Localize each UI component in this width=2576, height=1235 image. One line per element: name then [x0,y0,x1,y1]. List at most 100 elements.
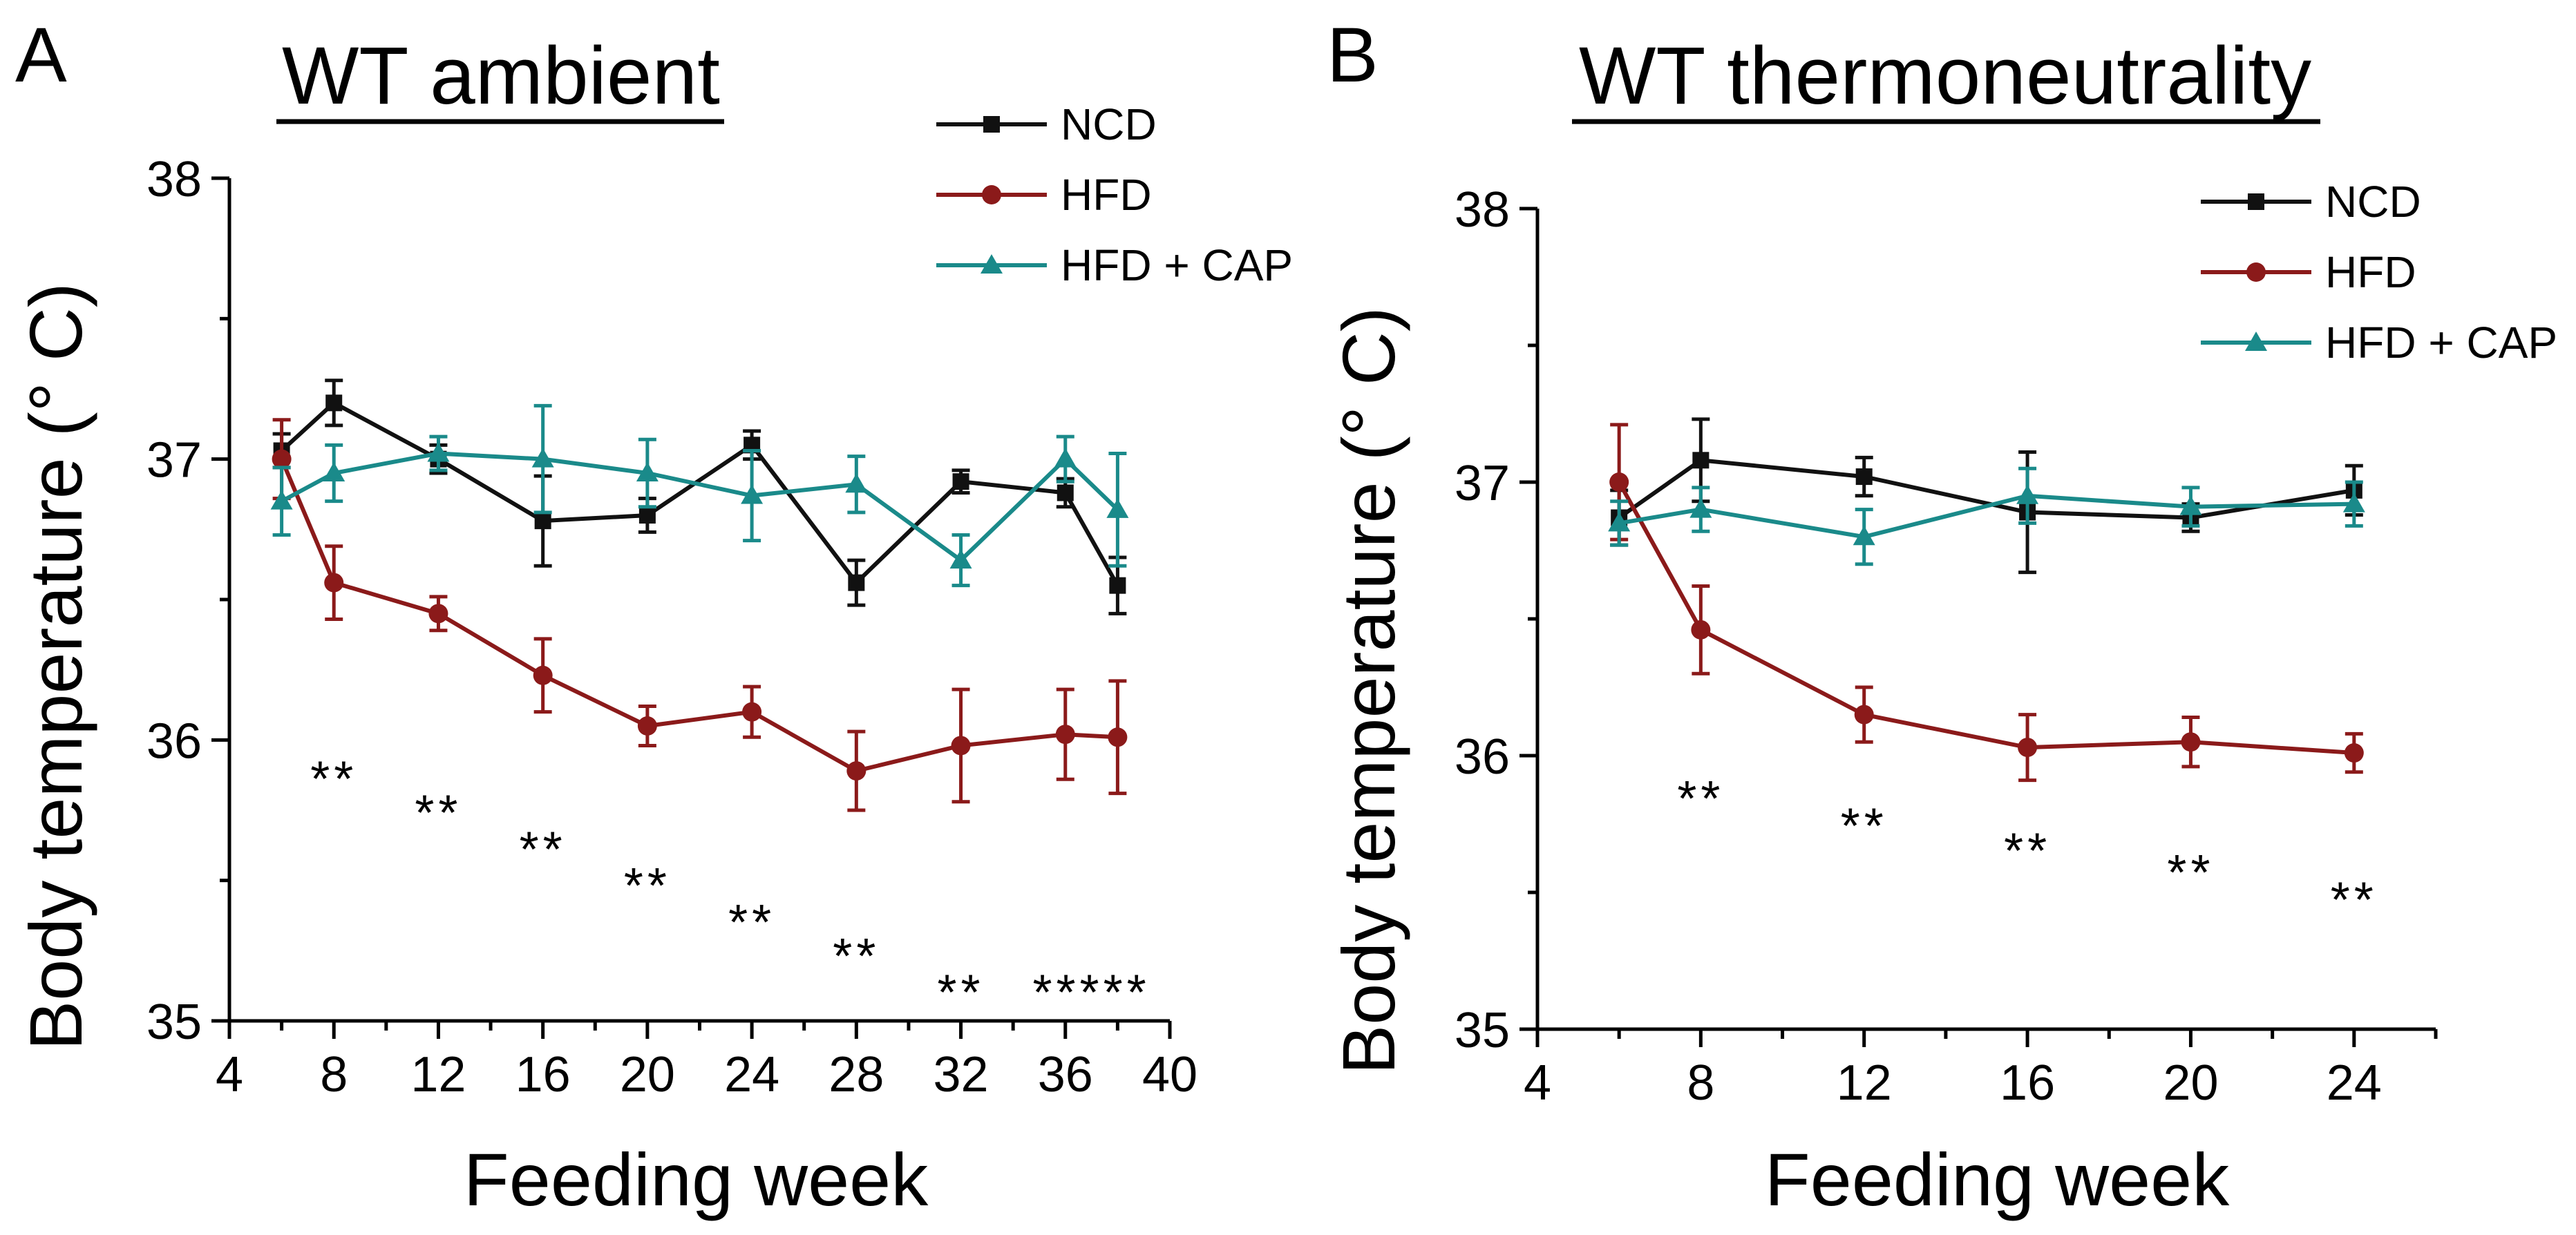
panel-a-x-tick-label: 16 [515,1047,571,1102]
panel-a-series-hfd-point [324,573,344,593]
panel-b: B WT thermoneutrality Body temperature (… [1327,12,2557,1221]
panel-b-x-axis-label: Feeding week [1765,1138,2230,1221]
panel-b-series-hfd-point [1691,620,1711,640]
panel-b-legend-marker-ncd [2248,193,2264,210]
panel-a-x-tick-label: 36 [1038,1047,1093,1102]
panel-a-x-tick-label: 40 [1142,1047,1197,1102]
panel-a-significance-marker: ***** [1033,966,1150,1021]
panel-a-series-hfd-cap-line [281,451,1119,563]
panel-b-y-tick-label: 36 [1455,729,1510,785]
panel-a-legend-marker-hfd-cap [981,254,1003,274]
panel-b-series-ncd-point [1692,452,1710,469]
panel-b-x-tick-label: 16 [2000,1055,2055,1111]
panel-a-significance-marker: ** [624,859,671,914]
panel-a-x-tick-label: 12 [410,1047,466,1102]
panel-a-y-tick-label: 38 [146,152,202,207]
panel-a-series-hfd-point [272,449,292,469]
panel-a-title: WT ambient [282,30,720,122]
panel-a-series-hfd-point [1108,727,1128,747]
panel-b-y-tick-label: 37 [1455,456,1510,511]
panel-a-significance-marker: ** [833,929,880,984]
panel-a-series-ncd-point [534,513,551,530]
panel-b-legend-label-hfd-cap: HFD + CAP [2325,318,2557,367]
panel-a-series-hfd-cap-point [270,490,293,510]
panel-b-significance-marker: ** [2331,873,2378,928]
panel-a-legend-marker-hfd [982,185,1001,204]
panel-a-significance-marker: ** [415,785,462,841]
panel-b-significance-marker: ** [2004,823,2051,879]
panel-b-series-hfd-cap-point [2016,484,2039,504]
panel-a-series-ncd-point [848,574,865,591]
panel-b-x-tick-label: 20 [2163,1055,2218,1111]
panel-a-series-hfd-point [428,604,448,624]
panel-b-legend-label-ncd: NCD [2325,177,2421,227]
panel-a-significance-marker: ** [938,966,985,1021]
panel-b-legend-marker-hfd-cap [2245,332,2267,351]
panel-b-series-hfd-cap-line [1618,493,2354,539]
panel-a-y-tick-label: 36 [146,714,202,769]
panel-a-series-ncd-point [325,394,343,412]
panel-a: A WT ambient Body temperature (° C) Feed… [14,12,1293,1221]
panel-a-series-hfd-point [742,702,762,722]
panel-a-x-tick-label: 32 [934,1047,989,1102]
panel-a-series-hfd-cap-point [1106,498,1129,518]
panel-b-letter: B [1327,12,1379,98]
panel-a-x-tick-label: 28 [828,1047,884,1102]
panel-a-y-axis-label: Body temperature (° C) [14,283,97,1051]
panel-a-significance-marker: ** [310,752,357,807]
panel-a-series-ncd-point [952,473,969,490]
panel-a-series-hfd-cap-point [741,484,764,504]
panel-b-series-hfd-cap-point [1853,526,1875,546]
panel-b-series-hfd-cap-point [1608,512,1631,532]
panel-b-legend: NCD HFD HFD + CAP [2201,177,2557,367]
panel-a-series-hfd-point [951,736,971,756]
panel-a-x-tick-label: 8 [320,1047,348,1102]
panel-b-x-tick-label: 4 [1524,1055,1551,1111]
panel-a-series-hfd-cap-point [845,473,868,493]
panel-b-y-tick-label: 35 [1455,1003,1510,1058]
panel-a-legend-label-hfd: HFD [1061,170,1152,220]
panel-a-series-ncd-point [1109,577,1126,594]
panel-a-legend: NCD HFD HFD + CAP [936,99,1293,290]
panel-b-series-hfd-cap-point [2342,492,2365,513]
panel-a-legend-marker-ncd [983,116,1000,133]
panel-a-series-hfd-cap-point [427,442,450,462]
panel-b-plot: 35 36 37 38 4 8 12 16 20 24 ** ** ** ** ** NCD HFD HFD + … [1455,177,2557,1111]
panel-b-significance-marker: ** [1677,772,1724,827]
panel-b-title: WT thermoneutrality [1579,30,2311,122]
panel-a-legend-label-ncd: NCD [1061,99,1157,149]
panel-a-series-hfd-cap-point [949,549,972,569]
panel-a-significance-marker: ** [520,822,567,877]
panel-b-y-tick-label: 38 [1455,182,1510,238]
panel-a-series-hfd-cap-point [323,462,345,481]
panel-b-y-axis-label: Body temperature (° C) [1327,307,1410,1075]
panel-a-x-tick-label: 20 [620,1047,675,1102]
panel-b-series-hfd-line [1617,481,2355,756]
panel-a-y-tick-label: 35 [146,995,202,1050]
panel-a-series-ncd-point [638,507,656,524]
panel-a-series-hfd-point [637,716,657,736]
panel-a-series-hfd-point [846,761,866,781]
panel-a-x-tick-label: 4 [216,1047,243,1102]
panel-b-series-hfd-point [1609,472,1629,492]
panel-a-series-hfd-line [279,458,1118,774]
panel-b-legend-label-hfd: HFD [2325,247,2416,297]
panel-b-series-hfd-cap-point [2179,495,2202,515]
panel-b-series-ncd-line [1618,458,2355,520]
panel-b-series-hfd-point [2018,738,2038,758]
panel-a-series-hfd-point [533,665,553,685]
panel-b-x-tick-label: 24 [2327,1055,2382,1111]
panel-a-x-tick-label: 24 [724,1047,779,1102]
panel-b-significance-marker: ** [2167,845,2214,901]
panel-a-series-hfd-point [1055,725,1075,745]
panel-a-y-tick-label: 37 [146,433,202,488]
panel-b-series-hfd-point [2181,732,2201,752]
panel-a-legend-label-hfd-cap: HFD + CAP [1061,240,1293,290]
panel-b-series-hfd-cap-point [1689,498,1712,518]
panel-a-series-ncd-point [1057,484,1074,501]
panel-a-letter: A [15,12,67,98]
panel-b-series-hfd-point [2344,743,2364,763]
panel-a-x-axis-label: Feeding week [464,1138,929,1221]
